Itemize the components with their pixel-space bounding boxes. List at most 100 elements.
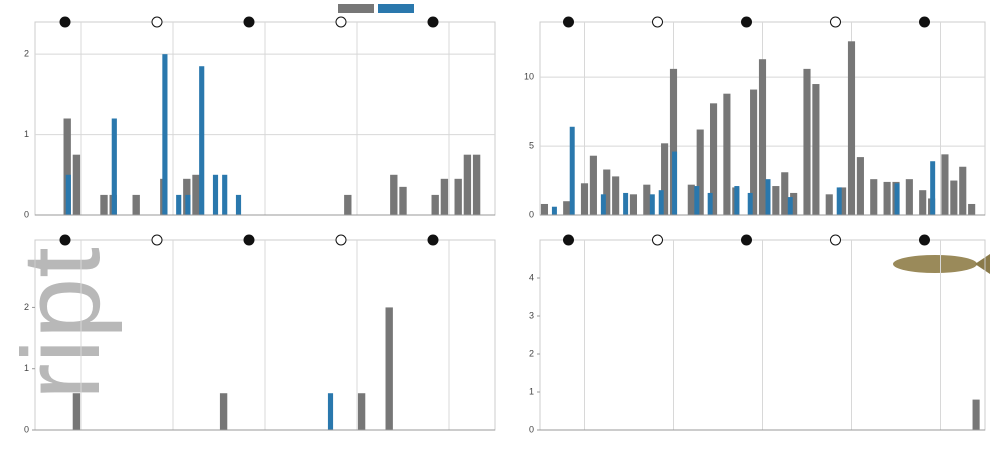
bar: [601, 194, 606, 215]
y-tick-label: 0: [24, 209, 29, 219]
bar: [328, 393, 333, 430]
bar: [895, 183, 900, 215]
bar: [659, 190, 664, 215]
bar: [390, 175, 397, 215]
bar: [612, 176, 619, 215]
bar: [185, 195, 190, 215]
bar: [694, 186, 699, 215]
moon-phase: [428, 235, 438, 245]
bar: [959, 167, 966, 215]
y-tick-label: 1: [24, 129, 29, 139]
bar: [643, 185, 650, 215]
moon-phase: [920, 235, 930, 245]
y-tick-label: 0: [529, 209, 534, 219]
bar: [386, 307, 393, 430]
y-tick-label: 2: [529, 348, 534, 358]
moon-phase: [336, 235, 346, 245]
bar: [788, 197, 793, 215]
moon-phase: [428, 17, 438, 27]
legend-swatch: [378, 4, 414, 13]
bar: [919, 190, 926, 215]
bar: [581, 183, 588, 215]
bar: [441, 179, 448, 215]
bar: [222, 175, 227, 215]
bar: [199, 66, 204, 215]
y-tick-label: 10: [524, 72, 534, 82]
y-tick-label: 3: [529, 310, 534, 320]
bar: [766, 179, 771, 215]
moon-phase: [742, 17, 752, 27]
bar: [66, 175, 71, 215]
bar: [950, 181, 957, 215]
bar: [133, 195, 140, 215]
bar: [688, 185, 695, 215]
y-tick-label: 1: [529, 386, 534, 396]
fish-image: [893, 254, 990, 274]
bar: [213, 175, 218, 215]
watermark: ript: [0, 247, 123, 400]
moon-phase: [244, 17, 254, 27]
legend-swatch: [338, 4, 374, 13]
moon-phase: [653, 235, 663, 245]
y-tick-label: 5: [529, 140, 534, 150]
bar: [650, 194, 655, 215]
bar: [432, 195, 439, 215]
bar: [968, 204, 975, 215]
bar: [236, 195, 241, 215]
moon-phase: [60, 235, 70, 245]
moon-phase: [152, 17, 162, 27]
moon-phase: [152, 235, 162, 245]
bar: [590, 156, 597, 215]
legend: [338, 4, 414, 13]
moon-phase: [742, 235, 752, 245]
bar: [358, 393, 365, 430]
bar: [723, 94, 730, 215]
bar: [803, 69, 810, 215]
bar: [73, 393, 80, 430]
bar: [162, 54, 167, 215]
bar: [781, 172, 788, 215]
bar: [552, 207, 557, 215]
bar: [906, 179, 913, 215]
moon-phase: [564, 235, 574, 245]
bar: [563, 201, 570, 215]
moon-phase: [831, 235, 841, 245]
bar: [473, 155, 480, 215]
bar: [672, 152, 677, 215]
y-tick-label: 2: [24, 49, 29, 59]
bar: [748, 193, 753, 215]
bar: [826, 194, 833, 215]
bar: [930, 161, 935, 215]
moon-phase: [244, 235, 254, 245]
moon-phase: [653, 17, 663, 27]
bar: [399, 187, 406, 215]
bar: [884, 182, 891, 215]
bar: [192, 175, 199, 215]
bar: [570, 127, 575, 215]
bar: [630, 194, 637, 215]
y-tick-label: 4: [529, 272, 534, 282]
bar: [455, 179, 462, 215]
y-tick-label: 0: [529, 424, 534, 434]
bar: [973, 400, 980, 430]
bar: [100, 195, 107, 215]
bar: [464, 155, 471, 215]
bar: [734, 186, 739, 215]
moon-phase: [60, 17, 70, 27]
bar: [73, 155, 80, 215]
figure: ript 012051001201234: [0, 0, 1000, 470]
bar: [220, 393, 227, 430]
bar: [112, 119, 117, 216]
bar: [344, 195, 351, 215]
moon-phase: [336, 17, 346, 27]
bar: [759, 59, 766, 215]
bar: [708, 193, 713, 215]
y-tick-label: 1: [24, 363, 29, 373]
bar: [623, 193, 628, 215]
bar: [870, 179, 877, 215]
bar: [176, 195, 181, 215]
bar: [772, 186, 779, 215]
bar: [837, 187, 842, 215]
bar: [541, 204, 548, 215]
moon-phase: [920, 17, 930, 27]
